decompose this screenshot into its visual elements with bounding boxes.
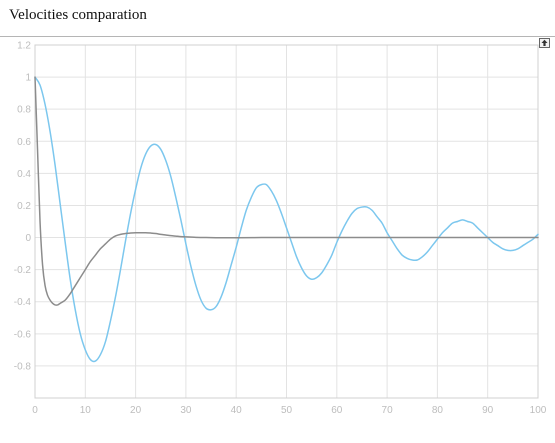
chart-grid [34,44,539,398]
y-tick-label: -0.4 [14,297,32,308]
x-tick-label: 0 [32,405,38,416]
x-tick-label: 20 [130,405,142,416]
page-title: Velocities comparation [9,7,147,23]
x-tick-label: 100 [530,405,547,416]
y-tick-label: -0.6 [14,329,32,340]
series-line-blue [34,76,539,363]
x-tick-label: 80 [432,405,444,416]
y-tick-label: 0.4 [17,169,31,180]
y-tick-label: 0 [25,233,31,244]
y-axis-ticks: 1.2 1 0.8 0.6 0.4 0.2 0 -0.2 -0.4 -0.6 -0.8 [14,41,32,373]
y-tick-label: -0.2 [14,265,32,276]
y-tick-label: 0.2 [17,201,31,212]
export-button[interactable] [539,38,550,48]
y-tick-label: 1 [25,73,31,84]
y-tick-label: 0.8 [17,105,31,116]
y-tick-label: 0.6 [17,137,31,148]
x-tick-label: 10 [80,405,92,416]
x-tick-label: 50 [281,405,293,416]
x-tick-label: 40 [231,405,243,416]
y-tick-label: 1.2 [17,41,31,52]
chart-series [34,76,539,363]
export-icon [541,39,548,46]
y-tick-label: -0.8 [14,361,32,372]
x-tick-label: 60 [331,405,343,416]
x-tick-label: 70 [382,405,394,416]
x-axis-ticks: 0 10 20 30 40 50 60 70 80 90 100 [32,405,547,416]
plot-area-border [34,44,539,399]
x-tick-label: 30 [180,405,192,416]
title-divider [0,36,555,37]
x-tick-label: 90 [482,405,494,416]
series-line-gray [34,76,539,306]
